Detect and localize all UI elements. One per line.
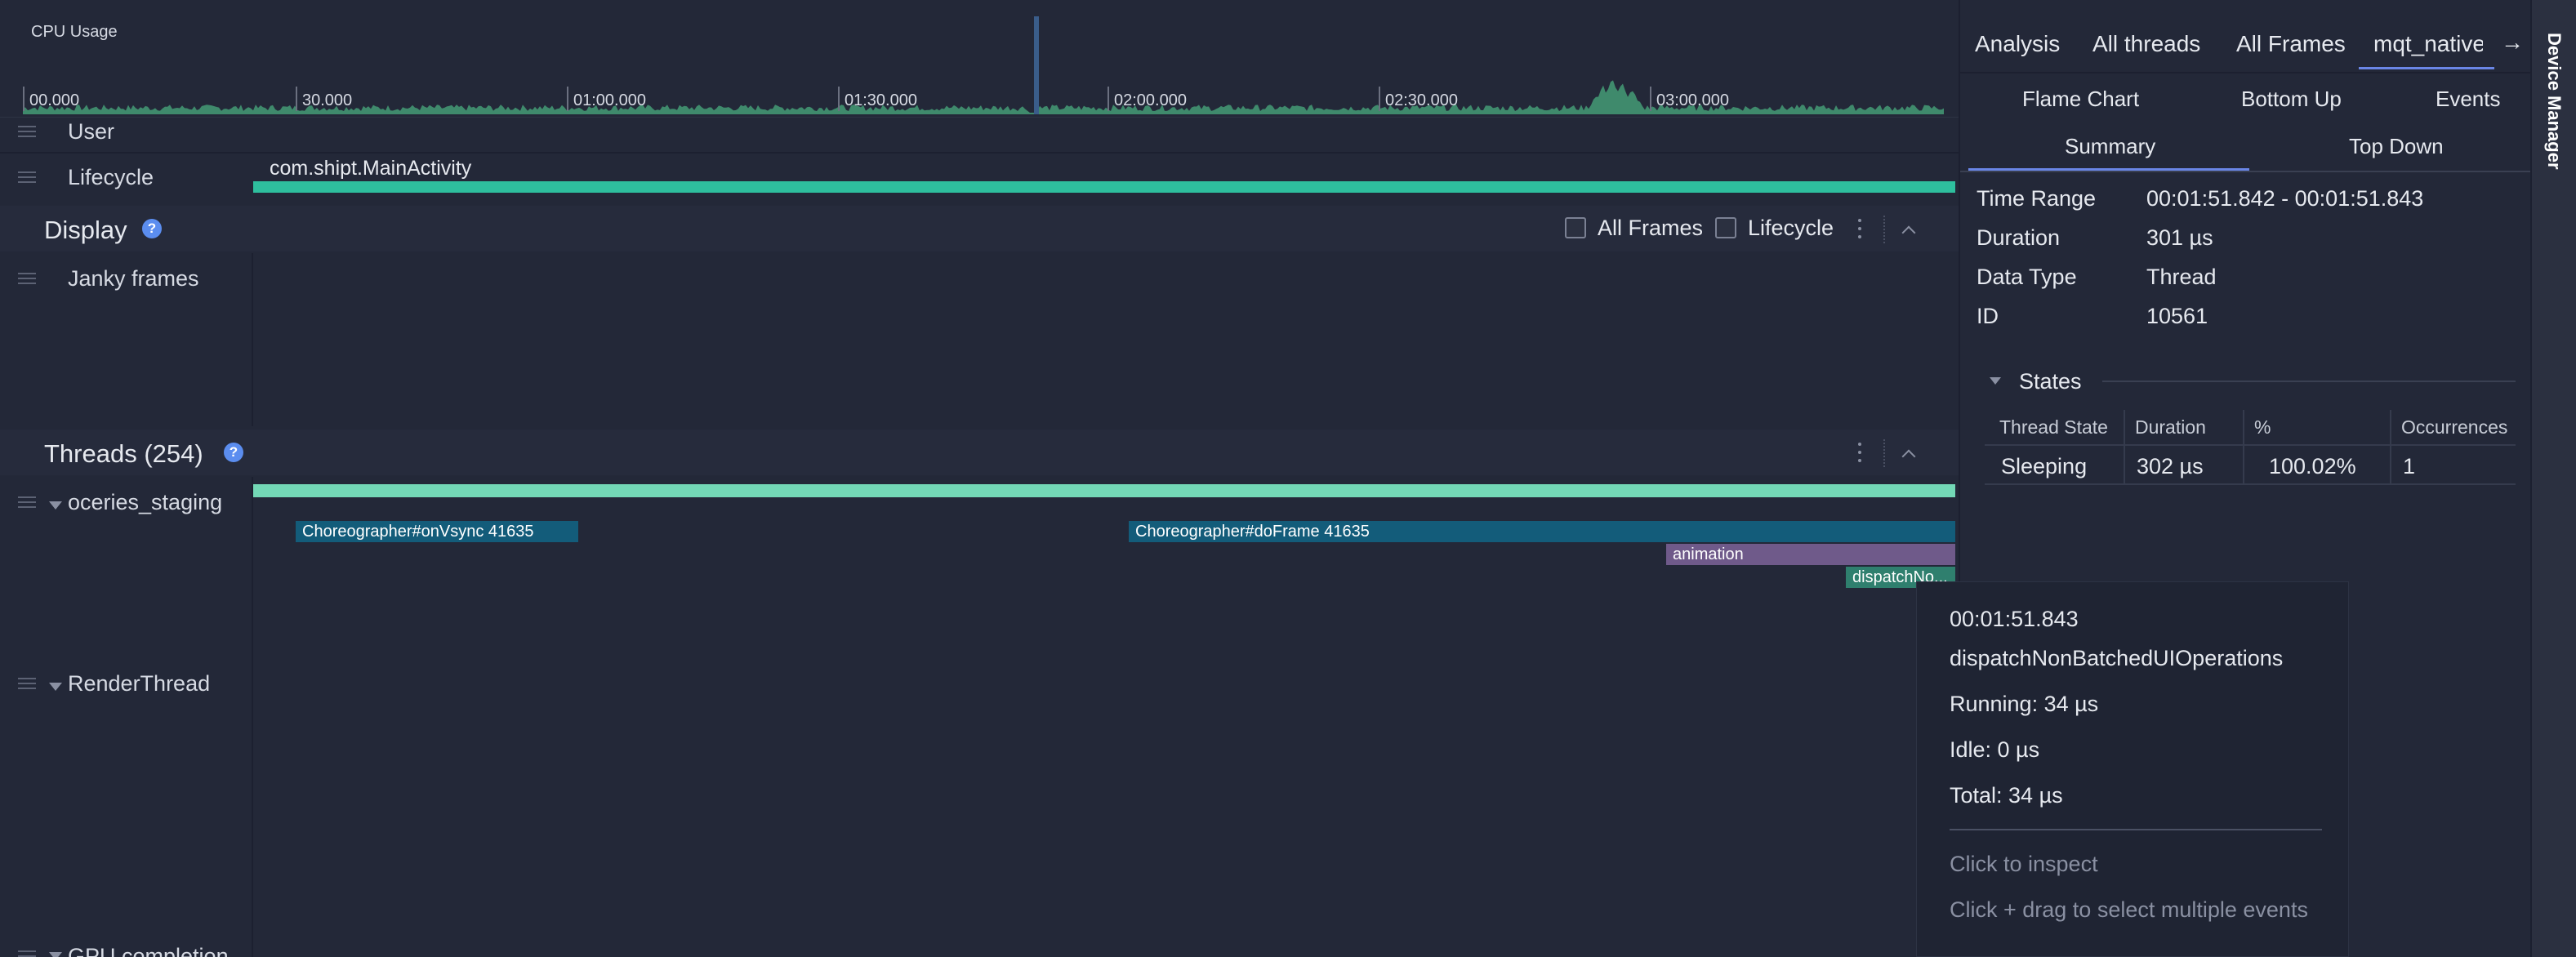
summary-time-range-key: Time Range [1977,186,2097,211]
cpu-usage-label: CPU Usage [31,23,118,41]
cpu-tick-label: 00.000 [23,87,79,111]
thread-label-main: oceries_staging [68,490,223,514]
tab-mqt-native[interactable]: mqt_native_ [2373,31,2483,56]
summary-id-value: 10561 [2146,304,2208,328]
device-manager-sidebar[interactable]: Device Manager [2530,0,2576,957]
tab-top-down[interactable]: Top Down [2349,134,2444,158]
collapse-icon[interactable] [1901,446,1916,461]
summary-time-range-value: 00:01:51.842 - 00:01:51.843 [2146,186,2424,211]
cpu-tick-label: 30.000 [296,87,352,111]
tab-analysis[interactable]: Analysis [1975,31,2061,56]
all-frames-checkbox-label[interactable]: All Frames [1598,216,1704,240]
more-options-icon[interactable] [1857,219,1862,242]
states-header-percent[interactable]: % [2254,416,2271,438]
summary-data-type-value: Thread [2146,265,2217,289]
tooltip-divider [1950,829,2322,830]
lifecycle-activity-label: com.shipt.MainActivity [270,157,472,180]
summary-data-type-key: Data Type [1977,265,2077,289]
tab-events[interactable]: Events [2436,87,2501,111]
drag-handle-icon[interactable] [18,950,36,957]
drag-handle-icon[interactable] [18,171,36,185]
timeline-pane: CPU Usage 00.000 30.000 01:00.000 01:30.… [0,0,1959,957]
device-manager-label[interactable]: Device Manager [2544,33,2565,170]
separator [1883,216,1885,243]
playhead-marker[interactable] [1034,16,1039,114]
drag-handle-icon[interactable] [18,496,36,510]
cpu-usage-graph[interactable] [23,33,1944,114]
help-icon[interactable]: ? [224,443,243,462]
states-header-thread-state[interactable]: Thread State [1999,416,2108,438]
states-table [1985,408,2516,486]
cpu-tick-label: 02:00.000 [1108,87,1187,111]
cpu-tick-label: 03:00.000 [1650,87,1729,111]
trace-slice-animation[interactable]: animation [1666,544,1955,565]
thread-label-render: RenderThread [68,671,211,696]
tab-all-frames[interactable]: All Frames [2236,31,2346,56]
active-tab-indicator [2359,67,2494,69]
expand-caret-icon[interactable] [49,501,62,510]
states-section-title: States [2019,369,2082,394]
states-cell-state[interactable]: Sleeping [2001,454,2088,478]
subtab-divider [1960,171,2530,172]
cpu-tick-label: 02:30.000 [1379,87,1458,111]
thread-state-bar[interactable] [253,484,1955,497]
tab-summary[interactable]: Summary [2065,134,2156,158]
states-collapse-icon[interactable] [1990,377,2001,385]
separator [1883,439,1885,467]
lifecycle-checkbox[interactable] [1715,217,1736,238]
janky-frames-track[interactable] [255,253,1959,426]
user-track-label: User [68,119,115,144]
lifecycle-checkbox-label[interactable]: Lifecycle [1748,216,1834,240]
summary-id-key: ID [1977,304,1999,328]
janky-frames-label: Janky frames [68,266,199,291]
tab-divider [1960,72,2530,73]
expand-caret-icon[interactable] [49,952,62,957]
tooltip-total: Total: 34 µs [1950,783,2063,808]
states-header-occurrences[interactable]: Occurrences [2401,416,2508,438]
cpu-tick-label: 01:30.000 [838,87,917,111]
tooltip-idle: Idle: 0 µs [1950,737,2040,762]
states-cell-duration[interactable]: 302 µs [2137,454,2204,478]
more-options-icon[interactable] [1857,443,1862,465]
states-cell-percent[interactable]: 100.02% [2269,454,2356,478]
row-divider [0,152,1959,154]
lifecycle-track-label: Lifecycle [68,165,154,189]
tooltip-time: 00:01:51.843 [1950,607,2079,631]
tab-all-threads[interactable]: All threads [2092,31,2201,56]
cpu-tick-label: 01:00.000 [567,87,646,111]
all-frames-checkbox[interactable] [1565,217,1586,238]
cpu-usage-track[interactable]: CPU Usage 00.000 30.000 01:00.000 01:30.… [0,0,1959,118]
threads-label-column [0,477,253,957]
help-icon[interactable]: ? [142,219,162,238]
tooltip-event-name: dispatchNonBatchedUIOperations [1950,646,2284,670]
scroll-tabs-arrow-icon[interactable]: → [2501,29,2524,55]
drag-handle-icon[interactable] [18,678,36,691]
expand-caret-icon[interactable] [49,683,62,691]
drag-handle-icon[interactable] [18,126,36,139]
gpu-completion-label: GPU completion [68,944,229,957]
threads-section-header: Threads (254) ? [0,430,1959,475]
summary-duration-key: Duration [1977,225,2061,250]
tooltip-hint-drag: Click + drag to select multiple events [1950,897,2308,922]
drag-handle-icon[interactable] [18,273,36,286]
active-subtab-indicator [1968,168,2249,171]
states-cell-occurrences[interactable]: 1 [2403,454,2416,478]
states-section-rule [2102,381,2516,382]
trace-slice-doframe[interactable]: Choreographer#doFrame 41635 [1129,521,1955,542]
display-section-title: Display [44,216,127,244]
tab-bottom-up[interactable]: Bottom Up [2241,87,2342,111]
trace-slice-onvsync[interactable]: Choreographer#onVsync 41635 [296,521,578,542]
tooltip-hint-inspect: Click to inspect [1950,852,2098,876]
tab-flame-chart[interactable]: Flame Chart [2022,87,2140,111]
threads-section-title: Threads (254) [44,439,203,468]
summary-duration-value: 301 µs [2146,225,2213,250]
display-label-column [0,253,253,426]
event-tooltip: 00:01:51.843 dispatchNonBatchedUIOperati… [1916,581,2349,957]
tooltip-running: Running: 34 µs [1950,692,2099,716]
collapse-icon[interactable] [1901,222,1916,237]
display-section-header: Display ? All Frames Lifecycle [0,206,1959,251]
states-header-duration[interactable]: Duration [2135,416,2206,438]
lifecycle-activity-bar[interactable] [253,181,1955,193]
